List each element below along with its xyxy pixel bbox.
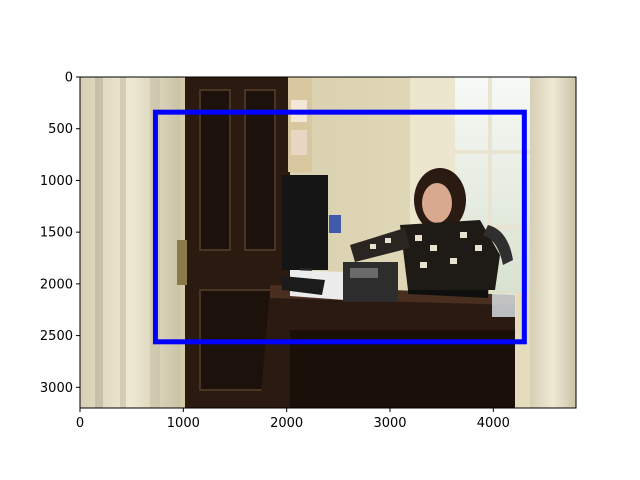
y-tick-label: 2000 [40,277,73,292]
x-tick-label: 4000 [477,416,510,431]
photo [80,77,576,408]
y-axis: 0 500 1000 1500 2000 2500 3000 [40,71,80,396]
x-tick-label: 3000 [373,416,406,431]
x-tick-label: 2000 [270,416,303,431]
y-tick-label: 1500 [40,226,73,241]
y-tick-label: 0 [65,71,73,86]
x-tick-label: 0 [76,416,84,431]
axes-frame [79,76,577,409]
x-tick-label: 1000 [167,416,200,431]
x-axis: 0 1000 2000 3000 4000 [76,408,510,431]
y-tick-label: 500 [48,122,73,137]
y-tick-label: 2500 [40,329,73,344]
y-tick-label: 3000 [40,381,73,396]
bounding-box [152,109,527,345]
y-tick-label: 1000 [40,174,73,189]
